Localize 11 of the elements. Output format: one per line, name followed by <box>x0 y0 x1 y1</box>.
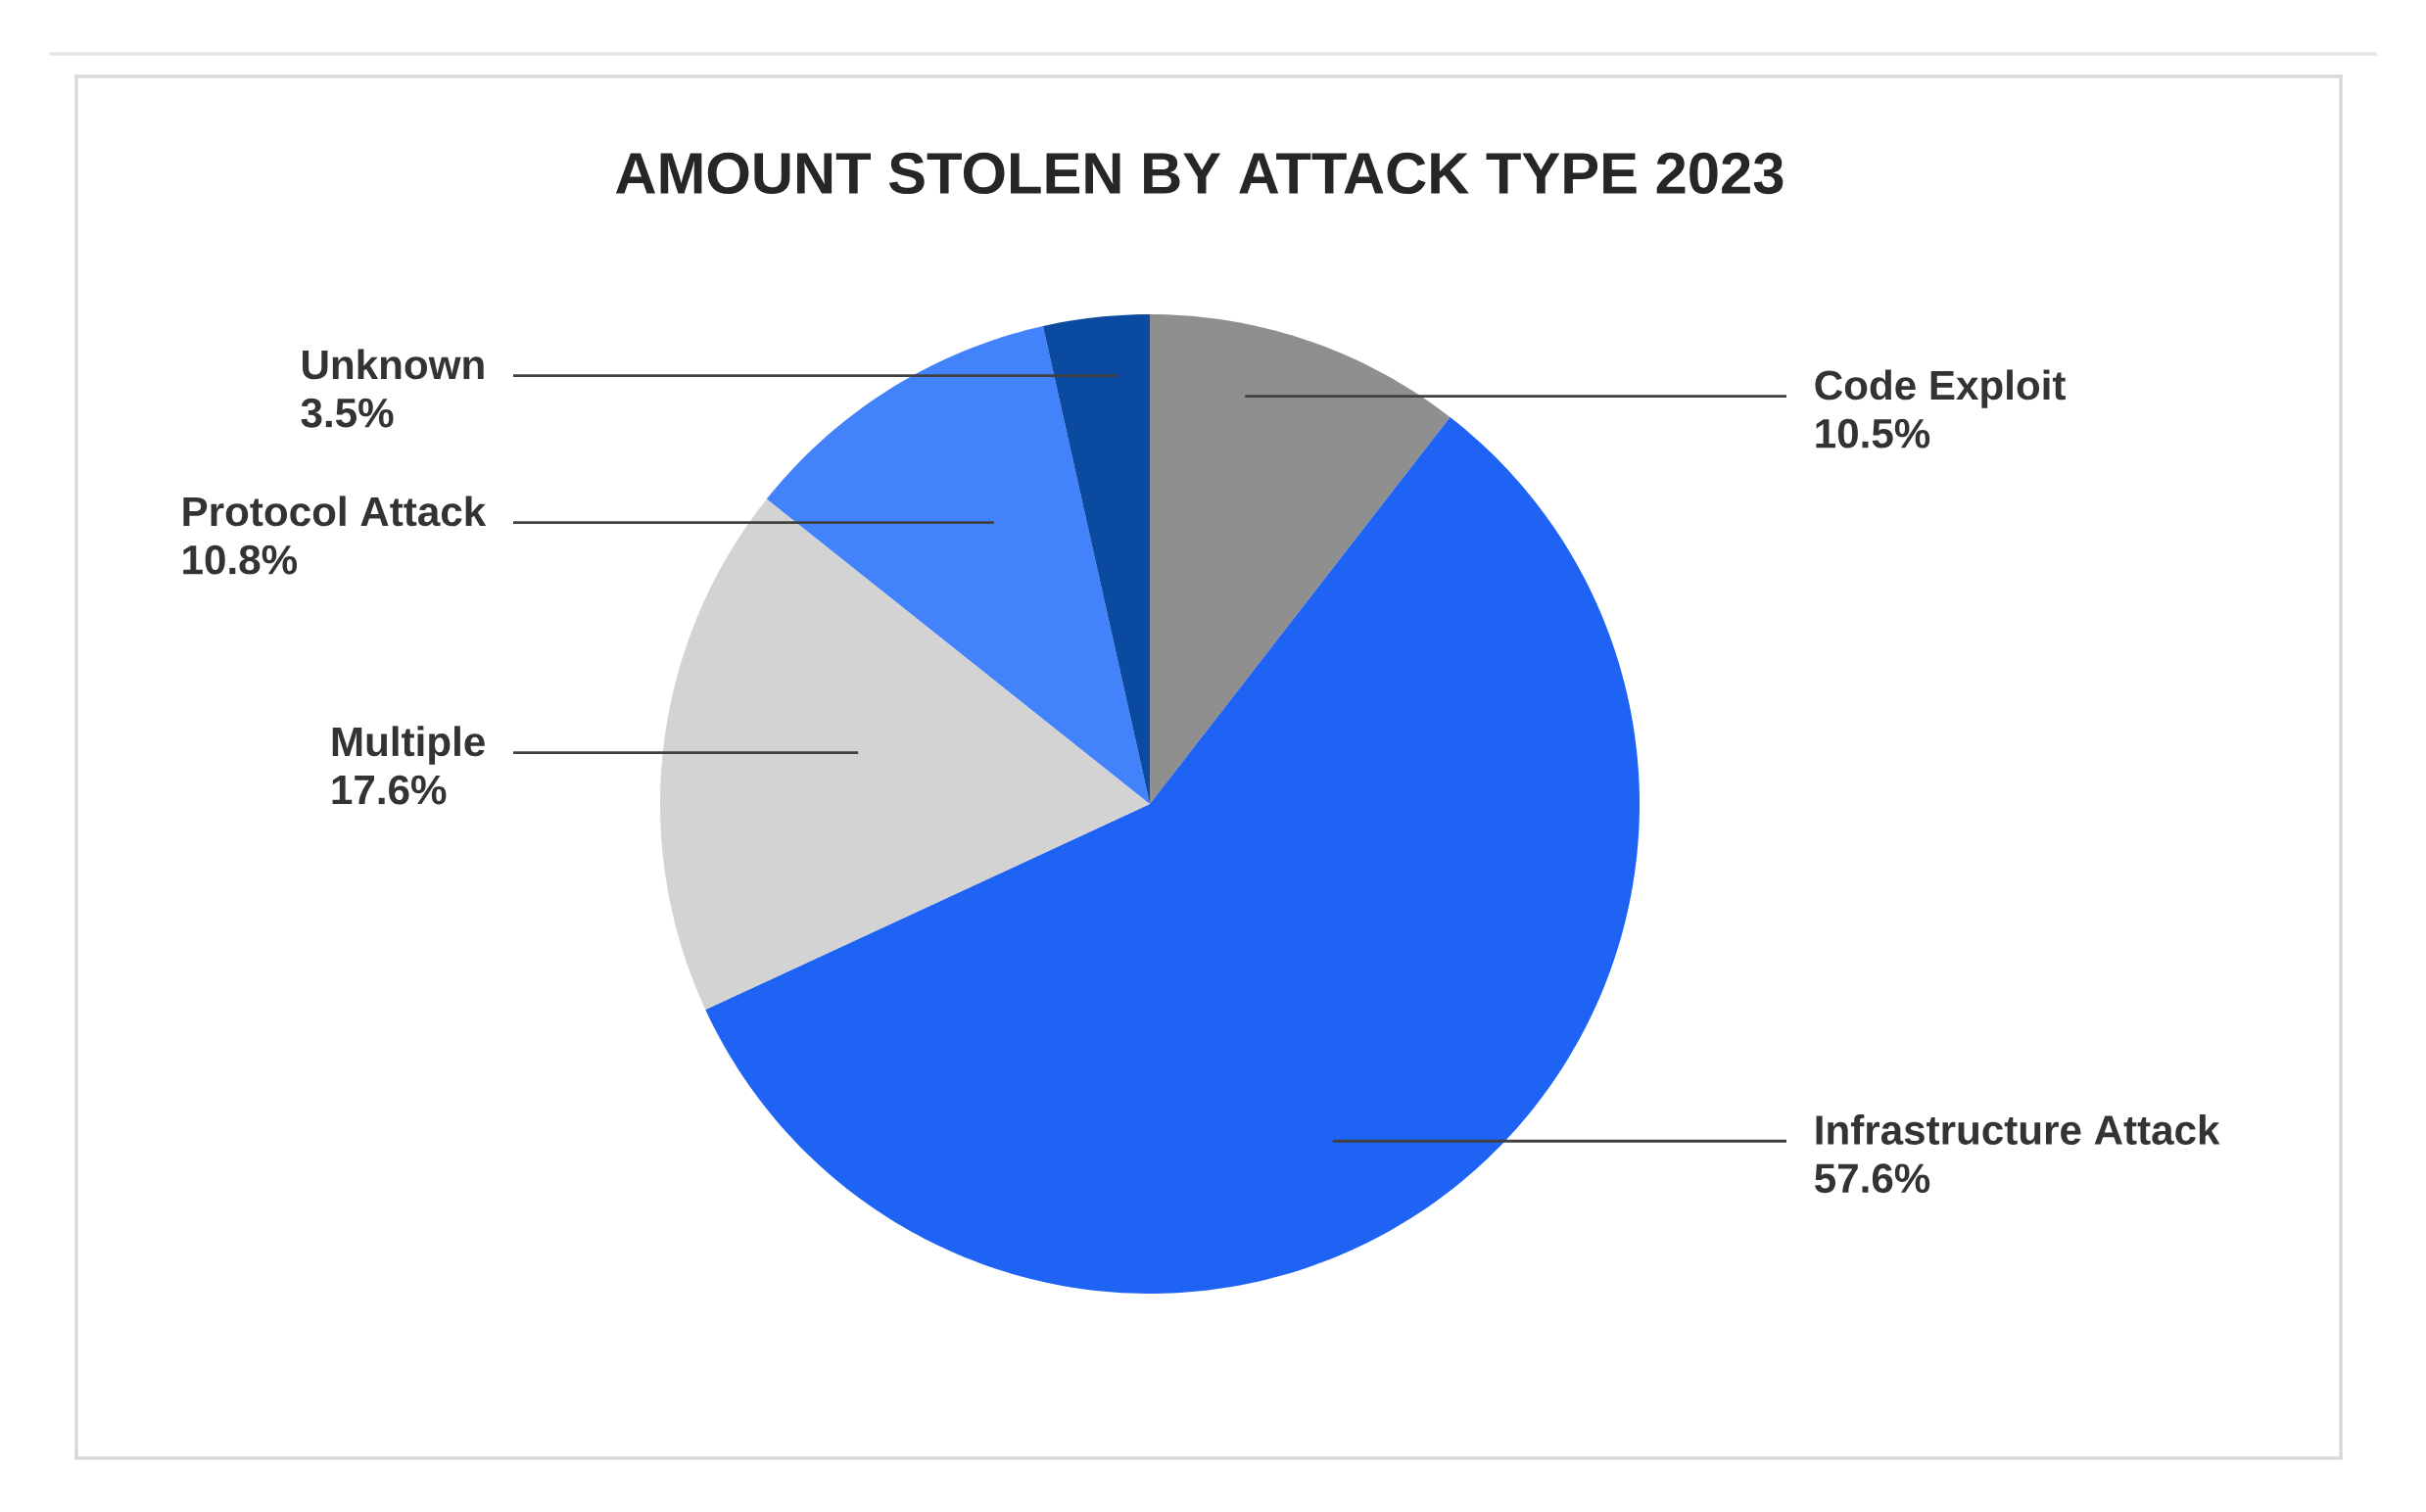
data-label: 10.8% <box>183 544 298 575</box>
slice-label: Protocol Attack <box>183 496 487 527</box>
data-label: 3.5% <box>301 398 394 428</box>
data-label: 57.6% <box>1815 1163 1930 1194</box>
chart-title: AMOUNT STOLEN BY ATTACK TYPE 2023 <box>615 152 1784 195</box>
data-label: 17.6% <box>332 775 447 805</box>
slice-label: Multiple <box>332 726 485 765</box>
slice-label: Infrastructure Attack <box>1816 1114 2220 1145</box>
data-label: 10.5% <box>1816 418 1930 449</box>
slice-label: Code Exploit <box>1815 369 2066 408</box>
slice-label: Unknown <box>303 349 484 380</box>
